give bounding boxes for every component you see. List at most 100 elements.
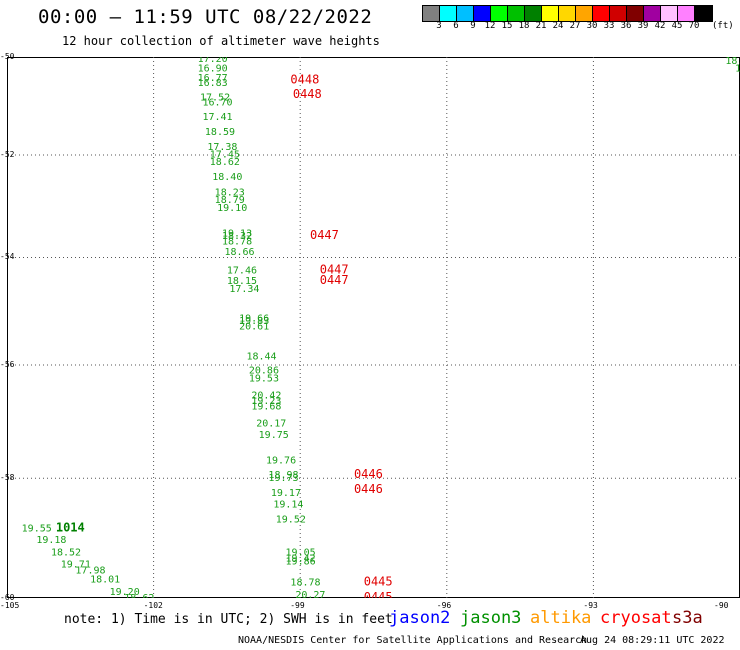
legend-swatch bbox=[576, 6, 593, 21]
swh-point-label: 18.59 bbox=[205, 127, 235, 138]
legend-swatch bbox=[508, 6, 525, 21]
pass-cycle-label: 0448 bbox=[290, 73, 319, 87]
swh-point-label: 19.05 bbox=[286, 547, 316, 558]
pass-cycle-label: 0448 bbox=[293, 87, 322, 101]
swh-point-label: 18.78 bbox=[222, 236, 252, 247]
latitude-tick-label: -52 bbox=[0, 149, 15, 159]
swh-point-label: 16.01 bbox=[735, 63, 740, 74]
latitude-tick-label: -54 bbox=[0, 252, 15, 262]
longitude-tick-label: -99 bbox=[290, 601, 305, 610]
legend-swatch bbox=[661, 6, 678, 21]
swh-point-label: 19.73 bbox=[268, 473, 298, 484]
legend-tick-label: 30 bbox=[586, 21, 598, 31]
swh-point-label: 18.99 bbox=[725, 57, 740, 67]
legend-swatch bbox=[423, 6, 440, 21]
swh-point-label: 19.10 bbox=[217, 203, 247, 214]
legend-tick-label: 18 bbox=[518, 21, 530, 31]
swh-point-label: 19.14 bbox=[273, 500, 303, 511]
legend-swatch bbox=[559, 6, 576, 21]
swh-point-label: 19.66 bbox=[239, 313, 269, 324]
legend-unit: (ft) bbox=[712, 21, 734, 31]
swh-point-label: 19.52 bbox=[276, 514, 306, 525]
pass-cycle-label: 1014 bbox=[56, 520, 85, 534]
swh-point-label: 19.71 bbox=[61, 559, 91, 570]
swh-point-label: 18.32 bbox=[222, 231, 252, 242]
swh-point-label: 17.98 bbox=[75, 565, 105, 576]
swh-point-label: 17.52 bbox=[200, 93, 230, 104]
longitude-tick-label: -90 bbox=[714, 601, 729, 610]
swh-point-label: 20.17 bbox=[256, 419, 286, 430]
satellite-jason3: jason3 bbox=[460, 608, 522, 628]
satellite-jason2: jason2 bbox=[389, 608, 451, 628]
pass-cycle-label: 0446 bbox=[354, 482, 383, 496]
swh-point-label: 16.83 bbox=[198, 78, 228, 89]
swh-point-label: 17.46 bbox=[227, 265, 257, 276]
legend-tick-label: 39 bbox=[637, 21, 649, 31]
swh-point-label: 18.44 bbox=[246, 351, 276, 362]
swh-point-label: 19.20 bbox=[110, 587, 140, 598]
swh-point-label: 19.76 bbox=[266, 456, 296, 467]
longitude-tick-label: -93 bbox=[583, 601, 598, 610]
swh-point-label: 18.01 bbox=[90, 575, 120, 586]
swh-point-label: 20.27 bbox=[295, 590, 325, 598]
swh-point-label: 18.23 bbox=[215, 187, 245, 198]
legend-swatch bbox=[627, 6, 644, 21]
swh-point-label: 16.77 bbox=[198, 73, 228, 84]
legend-tick-label: 6 bbox=[453, 21, 459, 31]
pass-cycle-label: 0445 bbox=[364, 590, 393, 598]
swh-point-label: 16.70 bbox=[202, 97, 232, 108]
latitude-tick-label: -60 bbox=[0, 593, 15, 602]
legend-swatch bbox=[525, 6, 542, 21]
legend-tick-label: 21 bbox=[535, 21, 547, 31]
swh-point-label: 18.15 bbox=[227, 276, 257, 287]
legend-swatch bbox=[678, 6, 695, 21]
swh-point-label: 20.61 bbox=[239, 321, 269, 332]
pass-cycle-label: 0447 bbox=[310, 228, 339, 242]
legend-tick-label: 3 bbox=[436, 21, 442, 31]
legend-swatch bbox=[542, 6, 559, 21]
legend-tick-label: 27 bbox=[569, 21, 581, 31]
swh-point-label: 19.17 bbox=[271, 488, 301, 499]
swh-point-label: 19.55 bbox=[22, 523, 52, 534]
swh-point-label: 20.42 bbox=[251, 390, 281, 401]
chart-subtitle: 12 hour collection of altimeter wave hei… bbox=[62, 34, 380, 48]
swh-point-label: 19.42 bbox=[286, 553, 316, 564]
chart-title: 00:00 – 11:59 UTC 08/22/2022 bbox=[38, 6, 373, 28]
satellite-cryosat: cryosat bbox=[600, 608, 672, 628]
legend-tick-label: 15 bbox=[501, 21, 513, 31]
legend-tick-label: 70 bbox=[688, 21, 700, 31]
swh-point-label: 19.75 bbox=[259, 430, 289, 441]
legend-tick-label: 9 bbox=[470, 21, 476, 31]
pass-cycle-label: 0445 bbox=[364, 575, 393, 589]
satellite-altika: altika bbox=[530, 608, 592, 628]
swh-point-label: 17.34 bbox=[229, 284, 259, 295]
legend-swatch bbox=[457, 6, 474, 21]
longitude-tick-label: -105 bbox=[0, 601, 20, 610]
swh-point-label: 17.41 bbox=[202, 112, 232, 123]
legend-swatch bbox=[491, 6, 508, 21]
credit-line: NOAA/NESDIS Center for Satellite Applica… bbox=[238, 635, 588, 646]
legend-swatch bbox=[474, 6, 491, 21]
legend-swatch bbox=[440, 6, 457, 21]
legend-swatch bbox=[644, 6, 661, 21]
latitude-tick-label: -58 bbox=[0, 473, 15, 483]
swh-point-label: 19.68 bbox=[251, 402, 281, 413]
swh-point-label: 18.62 bbox=[210, 157, 240, 168]
swh-point-label: 18.79 bbox=[215, 195, 245, 206]
swh-point-label: 16.86 bbox=[716, 57, 740, 60]
swh-point-label: 18.40 bbox=[212, 172, 242, 183]
satellite-s3a: s3a bbox=[672, 608, 703, 628]
swh-point-label: 18.98 bbox=[268, 470, 298, 481]
latitude-tick-label: -50 bbox=[0, 52, 15, 61]
color-scale-legend bbox=[422, 5, 713, 22]
longitude-tick-label: -96 bbox=[436, 601, 452, 610]
legend-tick-label: 42 bbox=[654, 21, 666, 31]
swh-point-label: 17.45 bbox=[210, 150, 240, 161]
swh-point-label: 19.13 bbox=[222, 229, 252, 240]
legend-swatch bbox=[610, 6, 627, 21]
pass-cycle-label: 0447 bbox=[320, 262, 349, 276]
swh-point-label: 18.78 bbox=[290, 578, 320, 589]
swh-point-label: 17.38 bbox=[207, 142, 237, 153]
legend-tick-label: 45 bbox=[671, 21, 683, 31]
